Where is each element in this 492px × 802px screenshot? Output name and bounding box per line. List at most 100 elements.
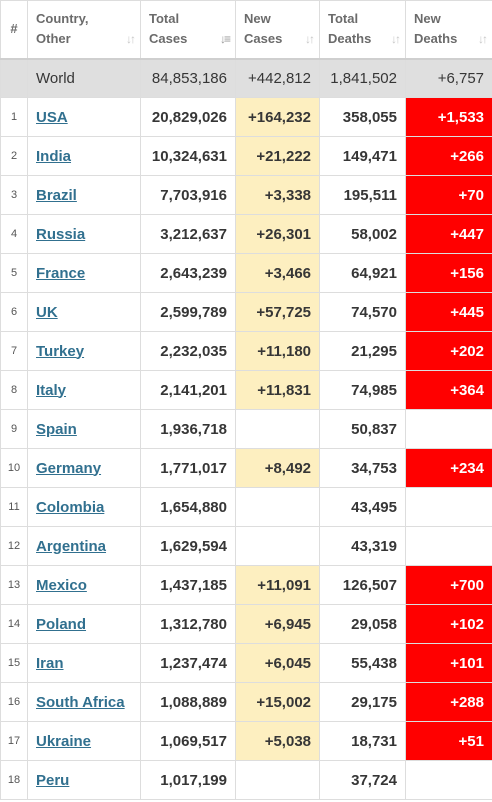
rank-cell: 7 [0, 331, 28, 371]
rank-cell: 1 [0, 97, 28, 137]
table-row: 9 Spain 1,936,718 50,837 [0, 409, 492, 449]
table-row: 13 Mexico 1,437,185 +11,091 126,507 +700 [0, 565, 492, 605]
new-cases-cell: +6,945 [235, 604, 320, 644]
new-deaths-cell: +202 [405, 331, 492, 371]
country-link[interactable]: South Africa [36, 693, 125, 711]
country-link[interactable]: Colombia [36, 498, 105, 516]
new-deaths-cell: +364 [405, 370, 492, 410]
country-link[interactable]: Turkey [36, 342, 85, 360]
new-cases-cell: +11,831 [235, 370, 320, 410]
new-cases-cell: +5,038 [235, 721, 320, 761]
new-deaths-cell: +1,533 [405, 97, 492, 137]
total-cases-cell: 10,324,631 [140, 136, 236, 176]
sort-arrows-icon[interactable]: ↓↑ [126, 31, 136, 46]
sort-arrows-icon[interactable]: ↓↑ [305, 31, 315, 46]
country-cell: Germany [27, 448, 141, 488]
country-link[interactable]: Germany [36, 459, 102, 477]
total-deaths-cell: 43,319 [319, 526, 406, 566]
total-cases-cell: 1,629,594 [140, 526, 236, 566]
country-link[interactable]: Poland [36, 615, 87, 633]
header-rank: # [0, 0, 28, 60]
total-deaths-cell: 29,058 [319, 604, 406, 644]
world-new-cases: +442,812 [235, 58, 320, 98]
total-cases-cell: 7,703,916 [140, 175, 236, 215]
total-cases-cell: 1,017,199 [140, 760, 236, 800]
rank-cell: 5 [0, 253, 28, 293]
country-link[interactable]: India [36, 147, 72, 165]
sort-descending-icon[interactable]: ↓≡ [219, 31, 231, 46]
table-row: 6 UK 2,599,789 +57,725 74,570 +445 [0, 292, 492, 332]
total-deaths-cell: 74,570 [319, 292, 406, 332]
header-new-deaths[interactable]: New Deaths ↓↑ [405, 0, 492, 60]
header-country[interactable]: Country, Other ↓↑ [27, 0, 141, 60]
total-deaths-cell: 74,985 [319, 370, 406, 410]
total-cases-cell: 1,237,474 [140, 643, 236, 683]
country-link[interactable]: Italy [36, 381, 67, 399]
header-total-deaths[interactable]: Total Deaths ↓↑ [319, 0, 406, 60]
table-row: 11 Colombia 1,654,880 43,495 [0, 487, 492, 527]
total-deaths-cell: 149,471 [319, 136, 406, 176]
new-cases-cell: +21,222 [235, 136, 320, 176]
rank-cell: 12 [0, 526, 28, 566]
country-cell: India [27, 136, 141, 176]
country-link[interactable]: UK [36, 303, 58, 321]
country-link[interactable]: USA [36, 108, 68, 126]
table-row: 18 Peru 1,017,199 37,724 [0, 760, 492, 800]
new-cases-cell: +15,002 [235, 682, 320, 722]
header-new-cases[interactable]: New Cases ↓↑ [235, 0, 320, 60]
new-cases-cell: +57,725 [235, 292, 320, 332]
new-deaths-cell: +101 [405, 643, 492, 683]
total-deaths-cell: 34,753 [319, 448, 406, 488]
total-deaths-cell: 43,495 [319, 487, 406, 527]
sort-arrows-icon[interactable]: ↓↑ [391, 31, 401, 46]
country-link[interactable]: Peru [36, 771, 70, 789]
country-cell: Spain [27, 409, 141, 449]
new-cases-cell: +164,232 [235, 97, 320, 137]
country-link[interactable]: Iran [36, 654, 64, 672]
table-body: World 84,853,186 +442,812 1,841,502 +6,7… [0, 58, 492, 800]
total-cases-cell: 2,232,035 [140, 331, 236, 371]
total-cases-cell: 20,829,026 [140, 97, 236, 137]
new-deaths-cell [405, 409, 492, 449]
total-cases-cell: 1,088,889 [140, 682, 236, 722]
new-deaths-cell: +102 [405, 604, 492, 644]
table-row: 10 Germany 1,771,017 +8,492 34,753 +234 [0, 448, 492, 488]
rank-cell: 8 [0, 370, 28, 410]
new-deaths-cell [405, 526, 492, 566]
new-cases-cell [235, 409, 320, 449]
total-cases-cell: 1,936,718 [140, 409, 236, 449]
new-deaths-cell [405, 487, 492, 527]
rank-cell: 6 [0, 292, 28, 332]
rank-cell: 4 [0, 214, 28, 254]
total-cases-cell: 3,212,637 [140, 214, 236, 254]
table-row: 17 Ukraine 1,069,517 +5,038 18,731 +51 [0, 721, 492, 761]
country-link[interactable]: Mexico [36, 576, 87, 594]
total-cases-cell: 1,069,517 [140, 721, 236, 761]
country-link[interactable]: Russia [36, 225, 86, 243]
country-link[interactable]: Argentina [36, 537, 107, 555]
total-deaths-cell: 29,175 [319, 682, 406, 722]
country-link[interactable]: Ukraine [36, 732, 92, 750]
header-total-cases[interactable]: Total Cases ↓≡ [140, 0, 236, 60]
table-row: 4 Russia 3,212,637 +26,301 58,002 +447 [0, 214, 492, 254]
country-cell: USA [27, 97, 141, 137]
country-link[interactable]: Brazil [36, 186, 77, 204]
table-row: 7 Turkey 2,232,035 +11,180 21,295 +202 [0, 331, 492, 371]
table-row: 14 Poland 1,312,780 +6,945 29,058 +102 [0, 604, 492, 644]
rank-cell: 17 [0, 721, 28, 761]
total-deaths-cell: 195,511 [319, 175, 406, 215]
total-deaths-cell: 21,295 [319, 331, 406, 371]
country-cell: Brazil [27, 175, 141, 215]
table-row: 1 USA 20,829,026 +164,232 358,055 +1,533 [0, 97, 492, 137]
new-cases-cell: +3,466 [235, 253, 320, 293]
rank-cell: 14 [0, 604, 28, 644]
country-link[interactable]: France [36, 264, 86, 282]
sort-arrows-icon[interactable]: ↓↑ [478, 31, 488, 46]
world-total-deaths: 1,841,502 [319, 58, 406, 98]
country-link[interactable]: Spain [36, 420, 77, 438]
new-deaths-cell: +51 [405, 721, 492, 761]
rank-cell: 15 [0, 643, 28, 683]
table-row: 12 Argentina 1,629,594 43,319 [0, 526, 492, 566]
world-new-deaths: +6,757 [405, 58, 492, 98]
country-cell: Italy [27, 370, 141, 410]
